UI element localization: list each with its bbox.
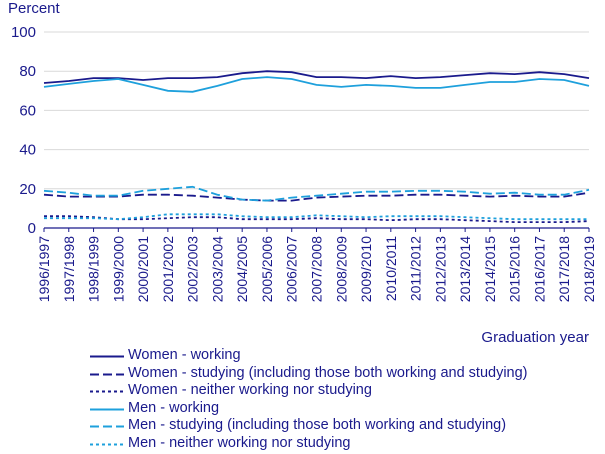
x-tick-label: 2018/2019: [581, 236, 597, 302]
x-tick-label: 2007/2008: [309, 236, 325, 302]
x-tick-label: 1997/1998: [61, 236, 77, 302]
legend-label: Men - studying (including those both wor…: [128, 417, 507, 433]
legend-swatch: [90, 355, 124, 358]
x-tick-label: 2000/2001: [135, 236, 151, 302]
legend-label: Women - neither working nor studying: [128, 382, 372, 398]
x-tick-label: 2015/2016: [507, 236, 523, 302]
x-tick-label: 2001/2002: [160, 236, 176, 302]
y-tick-label: 60: [19, 102, 36, 119]
y-tick-label: 0: [28, 220, 36, 237]
legend-swatch: [90, 425, 124, 428]
x-tick-label: 2009/2010: [358, 236, 374, 302]
y-tick-label: 40: [19, 142, 36, 159]
legend-label: Women - studying (including those both w…: [128, 364, 528, 381]
x-tick-label: 1999/2000: [110, 236, 126, 302]
x-tick-label: 2004/2005: [234, 236, 250, 302]
series-line-5: [44, 213, 589, 221]
y-tick-label: 100: [11, 24, 36, 41]
legend-label: Women - working: [128, 347, 241, 363]
x-tick-label: 2016/2017: [531, 236, 547, 302]
legend-swatch: [90, 443, 124, 445]
series-line-2: [44, 215, 590, 224]
x-tick-label: 2003/2004: [209, 236, 225, 302]
series-line-1: [43, 191, 590, 202]
legend-swatch: [90, 408, 124, 410]
x-tick-label: 2002/2003: [185, 236, 201, 302]
legend-swatch: [90, 373, 124, 375]
x-tick-label: 2014/2015: [482, 236, 498, 302]
x-axis-tick-labels: 1996/1997 1997/1998 1998/1999 1999/2000 2000…: [36, 228, 597, 302]
series-line-0: [43, 70, 590, 84]
x-tick-label: 2005/2006: [259, 236, 275, 302]
x-tick-label: 1996/1997: [36, 236, 52, 302]
series-line-4: [43, 185, 590, 202]
series-line-3: [43, 76, 590, 93]
line-chart: 0 20 40 60 80 100 1996/1997 1997/1998 1998/1999…: [11, 24, 597, 302]
x-tick-label: 2006/2007: [284, 236, 300, 302]
legend-swatch: [90, 390, 124, 393]
x-tick-label: 1998/1999: [86, 236, 102, 302]
y-axis-label: Percent: [8, 0, 60, 17]
series-lines: [43, 70, 590, 224]
gridlines: [44, 31, 589, 229]
x-tick-label: 2011/2012: [408, 236, 424, 301]
y-axis-tick-labels: 0 20 40 60 80 100: [11, 24, 36, 237]
y-tick-label: 20: [19, 181, 36, 198]
x-tick-label: 2010/2011: [383, 236, 399, 301]
x-tick-label: 2017/2018: [556, 236, 572, 302]
x-tick-label: 2012/2013: [432, 236, 448, 302]
x-axis-label: Graduation year: [481, 329, 589, 346]
x-tick-label: 2008/2009: [333, 236, 349, 302]
y-tick-label: 80: [19, 63, 36, 80]
legend-label: Men - neither working nor studying: [128, 434, 351, 451]
x-tick-label: 2013/2014: [457, 236, 473, 302]
legend-label: Men - working: [128, 399, 220, 416]
